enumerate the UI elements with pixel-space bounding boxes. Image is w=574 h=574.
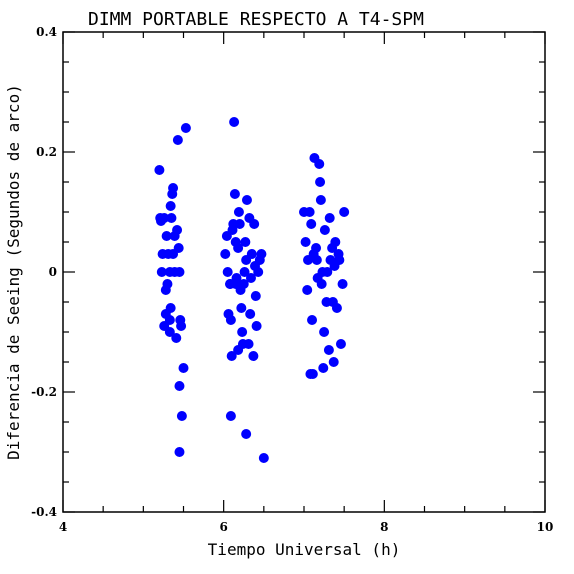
data-point xyxy=(154,165,165,175)
data-point xyxy=(226,351,237,361)
data-point xyxy=(174,447,185,457)
data-point xyxy=(319,225,330,235)
data-point xyxy=(233,243,244,253)
data-point xyxy=(238,279,249,289)
data-point xyxy=(334,255,345,265)
x-tick-label: 4 xyxy=(59,520,67,534)
data-point xyxy=(159,213,170,223)
data-point xyxy=(172,225,183,235)
data-point xyxy=(339,207,350,217)
data-point xyxy=(161,231,172,241)
ticks: 4 6 8 10 -0.4 -0.2 0 0.2 0.4 xyxy=(31,25,553,534)
data-point xyxy=(253,267,264,277)
data-point xyxy=(314,159,325,169)
data-point xyxy=(233,207,244,217)
x-tick-label: 6 xyxy=(219,520,227,534)
data-point xyxy=(249,219,260,229)
data-point xyxy=(323,345,334,355)
data-point xyxy=(234,219,245,229)
data-point xyxy=(178,363,189,373)
data-point xyxy=(319,327,330,337)
data-point xyxy=(174,381,185,391)
data-point xyxy=(237,327,248,337)
data-point xyxy=(335,339,346,349)
data-point xyxy=(307,315,318,325)
data-point xyxy=(258,453,269,463)
chart-title: DIMM PORTABLE RESPECTO A T4-SPM xyxy=(88,9,424,30)
data-point xyxy=(180,123,191,133)
y-tick-label: -0.2 xyxy=(31,385,57,399)
data-point xyxy=(225,315,236,325)
data-point xyxy=(324,213,335,223)
y-axis-label: Diferencia de Seeing (Segundos de arco) xyxy=(4,84,23,460)
data-point xyxy=(239,267,250,277)
data-point xyxy=(315,195,326,205)
data-point xyxy=(166,213,177,223)
data-point xyxy=(229,189,240,199)
data-point xyxy=(246,249,257,259)
data-point xyxy=(315,177,326,187)
data-point xyxy=(173,243,184,253)
data-point xyxy=(174,267,185,277)
data-point xyxy=(222,267,233,277)
data-point xyxy=(245,273,256,283)
data-points xyxy=(154,117,350,463)
data-point xyxy=(316,279,327,289)
data-point xyxy=(165,303,176,313)
data-point xyxy=(308,249,319,259)
data-point xyxy=(171,333,182,343)
data-point xyxy=(250,291,261,301)
data-point xyxy=(331,303,342,313)
plot-frame xyxy=(62,31,546,513)
data-point xyxy=(165,201,176,211)
data-point xyxy=(176,411,187,421)
data-point xyxy=(256,249,267,259)
data-point xyxy=(160,285,171,295)
data-point xyxy=(176,321,187,331)
data-point xyxy=(164,267,175,277)
data-point xyxy=(172,135,183,145)
data-point xyxy=(241,429,252,439)
data-point xyxy=(220,249,231,259)
data-point xyxy=(330,237,341,247)
data-point xyxy=(300,237,311,247)
data-point xyxy=(164,315,175,325)
data-point xyxy=(305,369,316,379)
data-point xyxy=(241,195,252,205)
data-point xyxy=(251,321,262,331)
data-point xyxy=(306,219,317,229)
y-tick-label: 0.4 xyxy=(36,25,57,39)
data-point xyxy=(245,309,256,319)
y-tick-label: 0 xyxy=(49,265,57,279)
data-point xyxy=(229,117,240,127)
data-point xyxy=(337,279,348,289)
x-axis-label: Tiempo Universal (h) xyxy=(208,540,401,559)
data-point xyxy=(243,339,254,349)
data-point xyxy=(304,207,315,217)
data-point xyxy=(233,345,244,355)
axes xyxy=(62,31,546,513)
y-tick-label: 0.2 xyxy=(36,145,57,159)
data-point xyxy=(156,267,167,277)
data-point xyxy=(302,285,313,295)
data-point xyxy=(225,279,236,289)
y-tick-label: -0.4 xyxy=(31,505,57,519)
data-point xyxy=(227,225,238,235)
data-point xyxy=(318,363,329,373)
data-point xyxy=(236,303,247,313)
data-point xyxy=(225,411,236,421)
data-point xyxy=(164,327,175,337)
data-point xyxy=(248,351,259,361)
x-tick-label: 10 xyxy=(537,520,554,534)
x-tick-label: 8 xyxy=(380,520,388,534)
data-point xyxy=(328,357,339,367)
data-point xyxy=(322,267,333,277)
data-point xyxy=(168,183,179,193)
data-point xyxy=(240,237,251,247)
